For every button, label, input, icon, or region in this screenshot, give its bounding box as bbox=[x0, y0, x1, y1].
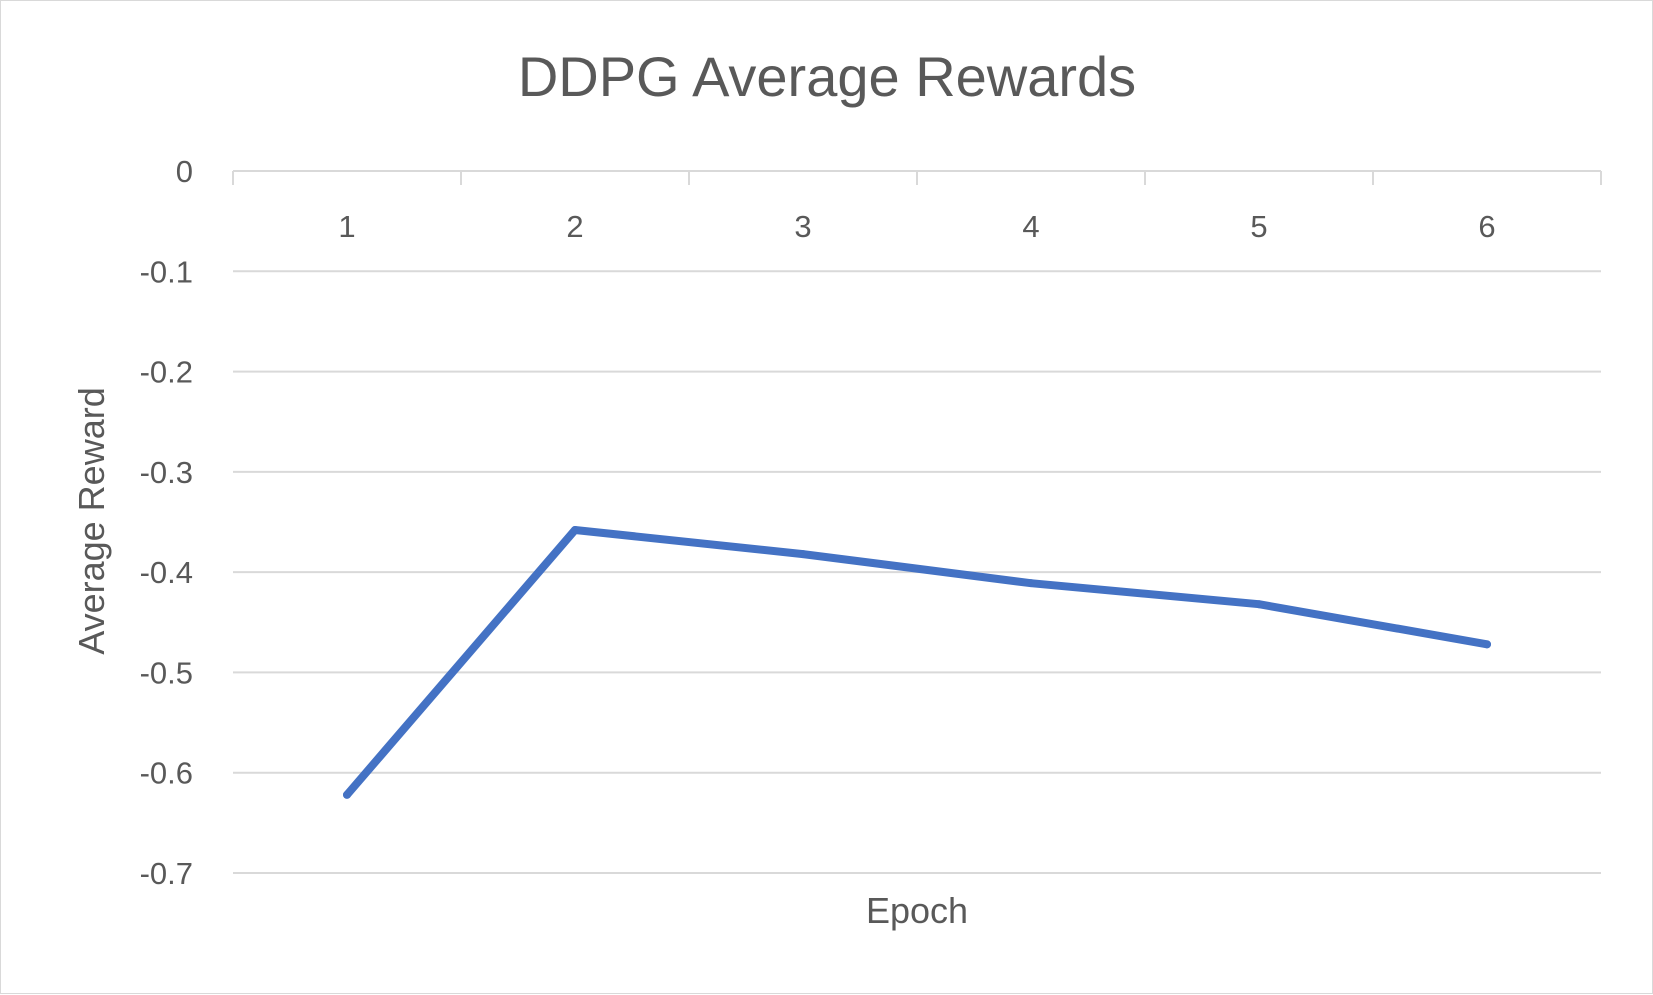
series-layer bbox=[343, 526, 1491, 799]
y-tick-label: -0.2 bbox=[140, 355, 193, 390]
y-tick-label: -0.1 bbox=[140, 254, 193, 289]
y-tick-label: -0.4 bbox=[140, 555, 193, 590]
x-tick-label: 3 bbox=[794, 209, 811, 244]
data-point bbox=[571, 526, 579, 535]
y-tick-label: -0.7 bbox=[140, 856, 193, 891]
y-axis-ticks: 0 -0.1 -0.2 -0.3 -0.4 -0.5 -0.6 -0.7 bbox=[140, 154, 193, 891]
x-axis: 1 2 3 4 5 6 bbox=[232, 171, 1602, 244]
y-tick-label: -0.5 bbox=[140, 655, 193, 690]
y-axis-title: Average Reward bbox=[71, 387, 112, 655]
x-axis-title: Epoch bbox=[866, 890, 968, 931]
x-tick-label: 6 bbox=[1478, 209, 1495, 244]
chart-title: DDPG Average Rewards bbox=[518, 45, 1136, 108]
x-tick-label: 4 bbox=[1022, 209, 1039, 244]
y-tick-label: -0.3 bbox=[140, 455, 193, 490]
y-tick-label: 0 bbox=[176, 154, 193, 189]
data-point bbox=[343, 790, 351, 799]
y-tick-label: -0.6 bbox=[140, 756, 193, 791]
data-point bbox=[1255, 600, 1263, 609]
x-tick-label: 2 bbox=[566, 209, 583, 244]
grid-layer bbox=[233, 170, 1601, 874]
data-point bbox=[1483, 640, 1491, 649]
series-line bbox=[343, 526, 1491, 799]
x-tick-label: 1 bbox=[338, 209, 355, 244]
x-tick-label: 5 bbox=[1250, 209, 1267, 244]
data-point bbox=[1027, 579, 1035, 588]
data-point bbox=[799, 550, 807, 559]
